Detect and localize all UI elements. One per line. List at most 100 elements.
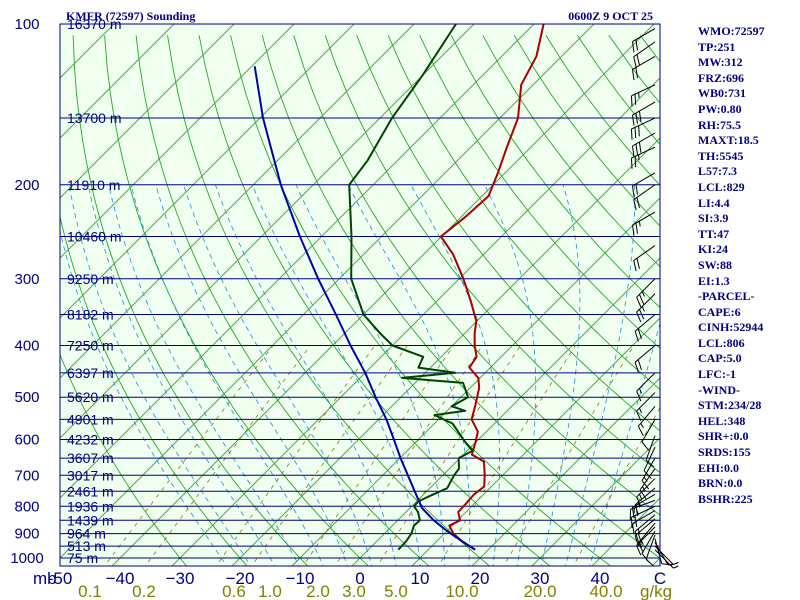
- dry-adiabat-line: [482, 35, 660, 268]
- wind-barb-flag: [631, 114, 635, 126]
- wind-barb-shaft: [631, 505, 656, 518]
- isotherm-line: [60, 24, 595, 559]
- height-label: 3607 m: [67, 450, 114, 466]
- wind-barb-shaft: [632, 211, 656, 226]
- mixing-ratio-line: [251, 345, 408, 566]
- moist-adiabat-line: [484, 184, 537, 566]
- sounding-index: CAP:5.0: [698, 351, 742, 366]
- wind-barb-flag: [631, 185, 635, 197]
- wind-barb-flag: [637, 532, 642, 544]
- background-grid: [60, 24, 660, 566]
- sounding-index: CAPE:6: [698, 304, 741, 319]
- wind-barb-shaft: [632, 132, 656, 147]
- isotherm-line: [60, 24, 415, 379]
- wind-barb-shaft: [631, 146, 656, 159]
- wind-barb: [645, 435, 656, 468]
- wind-barb-flag: [637, 359, 642, 371]
- moist-adiabat-line: [108, 184, 300, 566]
- wind-barb: [636, 372, 656, 402]
- sounding-index: BRN:0.0: [698, 476, 743, 491]
- height-label: 13700 m: [67, 110, 121, 126]
- wind-barb-shaft: [636, 278, 656, 298]
- wind-barb: [643, 446, 656, 479]
- wind-barb-flag: [636, 296, 642, 308]
- wind-barb-shaft: [639, 468, 656, 491]
- wind-barb: [634, 345, 656, 373]
- mixing-ratio-line: [503, 345, 635, 566]
- height-label: 4901 m: [67, 411, 114, 427]
- wind-barb-shaft: [641, 530, 656, 554]
- mixing-ratio-label: 20.0: [523, 582, 556, 600]
- wind-barb-shaft: [643, 446, 656, 471]
- sounding-index: RH:75.5: [698, 117, 741, 132]
- mixing-ratio-line: [572, 407, 660, 566]
- wind-barb-flag: [634, 504, 639, 516]
- temperature-tick-label: −10: [286, 569, 315, 588]
- mixing-ratio-line: [334, 345, 483, 566]
- sounding-index: SHR+:0.0: [698, 429, 749, 444]
- wind-barb-flag: [631, 41, 635, 53]
- wind-barb-flag: [635, 143, 638, 155]
- wind-barb-flag: [638, 542, 643, 548]
- wind-barb-flag: [641, 306, 645, 312]
- temperature-tick-label: −20: [226, 569, 255, 588]
- wind-barb-shaft: [641, 457, 656, 481]
- wind-barb-flag: [630, 517, 633, 529]
- dry-adiabat-line: [104, 35, 369, 566]
- wind-barb-flag: [635, 39, 638, 51]
- dry-adiabat-line: [167, 35, 491, 566]
- wind-barb-flag: [637, 426, 644, 436]
- wind-barb: [634, 314, 656, 342]
- wind-barb-flag: [637, 542, 644, 553]
- wind-barb-flag: [635, 521, 638, 527]
- wind-barb-flag: [636, 197, 640, 208]
- wind-barb: [636, 526, 656, 556]
- wind-barb: [633, 245, 656, 272]
- wind-barb-shaft: [634, 345, 656, 363]
- wind-barb-flag: [635, 112, 638, 124]
- height-label: 2461 m: [67, 483, 114, 499]
- wind-barb-flag: [637, 328, 642, 340]
- height-label: 964 m: [67, 526, 106, 542]
- moist-adiabat-line: [130, 184, 324, 566]
- wind-barb-flag: [673, 565, 679, 569]
- wind-barb-flag: [636, 496, 642, 508]
- pressure-unit-label: mb: [33, 569, 57, 588]
- wind-barb-flag: [631, 224, 635, 236]
- pressure-tick-label: 500: [14, 389, 39, 406]
- sounding-index: MW:312: [698, 55, 743, 70]
- moist-adiabat-line: [87, 184, 276, 566]
- wind-barb: [637, 522, 656, 553]
- temperature-tick-label: −30: [166, 569, 195, 588]
- dry-adiabat-line: [419, 35, 660, 349]
- moist-adiabat-line: [295, 184, 446, 566]
- dry-adiabat-line: [261, 35, 660, 559]
- wind-barb-flag: [630, 95, 633, 107]
- wind-barb-flag: [636, 258, 640, 269]
- wind-barb-flag: [631, 69, 635, 81]
- temperature-tick-label: 10: [411, 569, 430, 588]
- wind-barb-flag: [635, 183, 638, 195]
- wind-barb: [631, 510, 656, 535]
- height-label: 75 m: [67, 550, 98, 566]
- sounding-index: LI:4.4: [698, 195, 730, 210]
- isotherm-line: [60, 24, 535, 499]
- parcel-profile: [253, 66, 476, 551]
- wind-barb: [631, 101, 656, 126]
- moist-adiabat-line: [347, 184, 471, 566]
- pressure-tick-label: 400: [14, 338, 39, 355]
- wind-barb-shaft: [636, 478, 656, 498]
- wind-barb-flag: [641, 553, 650, 563]
- sounding-index: HEL:348: [698, 413, 746, 428]
- wind-barb-flag: [636, 311, 642, 323]
- temperature-tick-label: 0: [355, 569, 364, 588]
- sounding-index: LCL:829: [698, 179, 745, 194]
- wind-barb: [631, 211, 656, 236]
- sounding-index: SW:88: [698, 257, 733, 272]
- height-label: 513 m: [67, 538, 106, 554]
- sounding-index: CINH:52944: [698, 320, 764, 335]
- sounding-index: SRDS:155: [698, 445, 751, 460]
- dry-adiabat-line: [198, 35, 551, 566]
- wind-barb-flag: [640, 422, 644, 429]
- wind-barb: [631, 132, 656, 157]
